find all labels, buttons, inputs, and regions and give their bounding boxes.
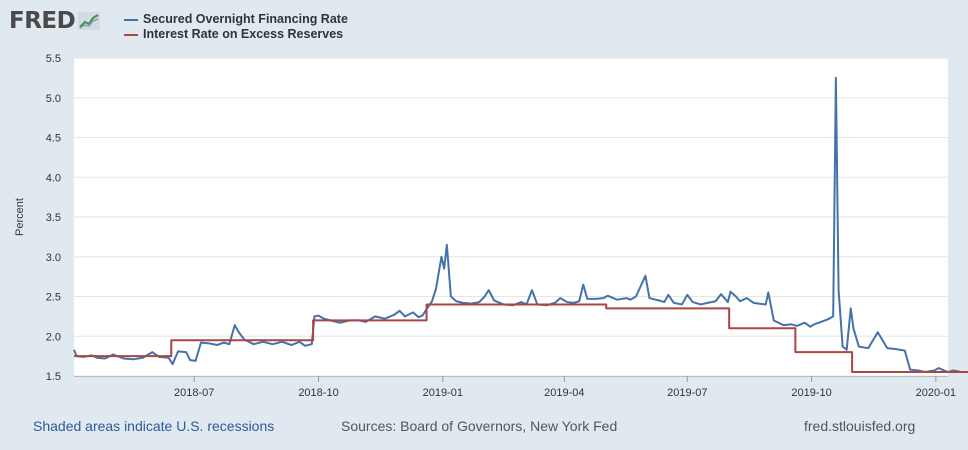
y-tick-label-6: 4.5 bbox=[46, 133, 61, 145]
legend-item-sofr[interactable]: Secured Overnight Financing Rate bbox=[124, 12, 348, 27]
recessions-note-link[interactable]: Shaded areas indicate U.S. recessions bbox=[33, 418, 275, 434]
x-tick-label-3: 2019-04 bbox=[544, 387, 584, 399]
x-tick-label-6: 2020-01 bbox=[916, 387, 956, 399]
fred-logo[interactable]: FRED bbox=[9, 8, 101, 34]
x-tick-label-5: 2019-10 bbox=[791, 387, 831, 399]
x-tick-label-1: 2018-10 bbox=[298, 387, 338, 399]
y-tick-label-7: 5.0 bbox=[46, 93, 61, 105]
legend-item-ioer[interactable]: Interest Rate on Excess Reserves bbox=[124, 27, 348, 42]
fred-logo-text: FRED bbox=[9, 8, 76, 34]
sources-text: Sources: Board of Governors, New York Fe… bbox=[341, 418, 618, 434]
x-tick-label-2: 2019-01 bbox=[423, 387, 463, 399]
line-chart: 1.52.02.53.03.54.04.55.05.5 2018-07 2018-… bbox=[14, 53, 968, 399]
legend-swatch-ioer bbox=[124, 33, 138, 36]
fred-chart-icon bbox=[78, 12, 101, 30]
series-group bbox=[73, 76, 968, 374]
x-tick-label-0: 2018-07 bbox=[174, 387, 214, 399]
x-axis-ticks: 2018-07 2018-10 2019-01 2019-04 2019-07 2019-… bbox=[74, 376, 956, 399]
site-url[interactable]: fred.stlouisfed.org bbox=[804, 418, 916, 434]
y-axis-title: Percent bbox=[14, 198, 26, 236]
x-tick-label-4: 2019-07 bbox=[667, 387, 707, 399]
legend-label-ioer: Interest Rate on Excess Reserves bbox=[143, 27, 344, 41]
y-tick-label-8: 5.5 bbox=[46, 53, 61, 65]
legend-label-sofr: Secured Overnight Financing Rate bbox=[143, 12, 348, 26]
y-tick-label-0: 1.5 bbox=[46, 371, 61, 383]
legend-swatch-sofr bbox=[124, 18, 138, 21]
y-tick-label-5: 4.0 bbox=[46, 172, 61, 184]
y-tick-label-3: 3.0 bbox=[46, 252, 61, 264]
y-axis-ticks: 1.5 2.0 2.5 3.0 3.5 4.0 4.5 5.0 5.5 bbox=[46, 53, 61, 383]
series-line-ioer bbox=[74, 303, 968, 374]
chart-legend: Secured Overnight Financing Rate Interes… bbox=[124, 12, 348, 42]
y-tick-label-2: 2.5 bbox=[46, 292, 61, 304]
y-tick-label-4: 3.5 bbox=[46, 212, 61, 224]
y-tick-label-1: 2.0 bbox=[46, 331, 61, 343]
